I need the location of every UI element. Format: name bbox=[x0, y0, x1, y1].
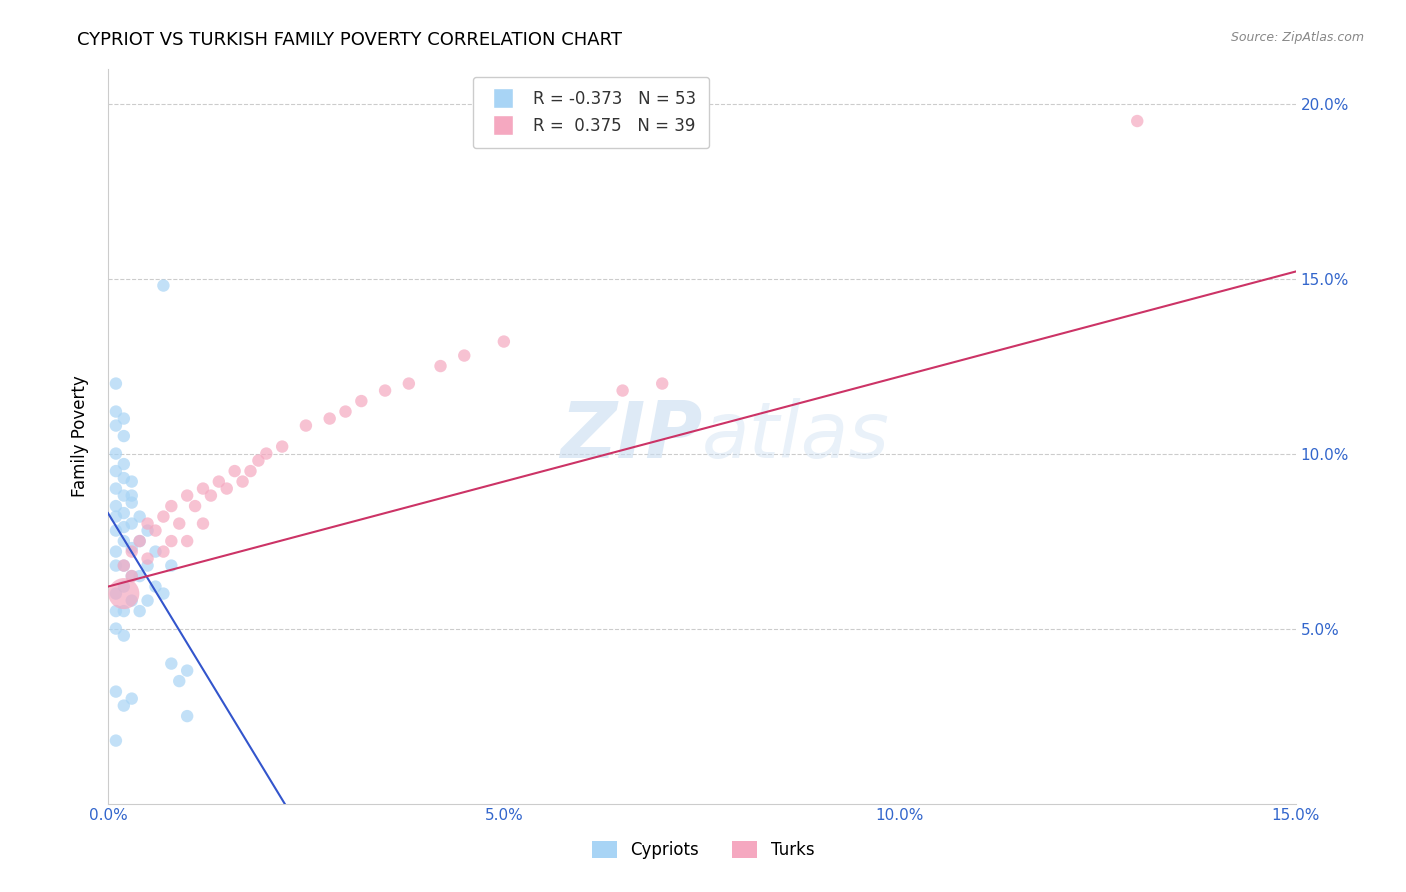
Point bbox=[104, 376, 127, 391]
Text: atlas: atlas bbox=[702, 398, 890, 474]
Point bbox=[160, 558, 183, 573]
Point bbox=[271, 440, 294, 454]
Point bbox=[104, 464, 127, 478]
Point bbox=[1126, 114, 1149, 128]
Point bbox=[160, 499, 183, 513]
Point bbox=[191, 482, 214, 496]
Point bbox=[247, 453, 270, 467]
Point bbox=[176, 534, 198, 549]
Point bbox=[224, 464, 246, 478]
Point bbox=[104, 586, 127, 600]
Point bbox=[136, 593, 159, 607]
Point bbox=[104, 499, 127, 513]
Point bbox=[112, 411, 135, 425]
Point bbox=[492, 334, 515, 349]
Point bbox=[104, 509, 127, 524]
Point bbox=[121, 475, 143, 489]
Point bbox=[429, 359, 451, 373]
Point bbox=[112, 489, 135, 503]
Point bbox=[128, 569, 150, 583]
Point bbox=[112, 558, 135, 573]
Point bbox=[112, 471, 135, 485]
Point bbox=[145, 524, 167, 538]
Point bbox=[128, 604, 150, 618]
Point bbox=[104, 733, 127, 747]
Point bbox=[152, 586, 174, 600]
Point bbox=[121, 544, 143, 558]
Point bbox=[121, 593, 143, 607]
Point bbox=[136, 558, 159, 573]
Point bbox=[112, 534, 135, 549]
Point bbox=[112, 506, 135, 520]
Point bbox=[453, 349, 475, 363]
Point bbox=[176, 489, 198, 503]
Point bbox=[200, 489, 222, 503]
Point bbox=[191, 516, 214, 531]
Point bbox=[104, 482, 127, 496]
Point bbox=[176, 709, 198, 723]
Point bbox=[104, 404, 127, 418]
Point bbox=[121, 489, 143, 503]
Text: ZIP: ZIP bbox=[560, 398, 702, 474]
Point bbox=[104, 684, 127, 698]
Point bbox=[160, 534, 183, 549]
Point bbox=[112, 429, 135, 443]
Point bbox=[128, 534, 150, 549]
Point bbox=[176, 664, 198, 678]
Point bbox=[254, 446, 277, 460]
Point bbox=[112, 698, 135, 713]
Point bbox=[121, 569, 143, 583]
Point bbox=[651, 376, 673, 391]
Point bbox=[112, 586, 135, 600]
Y-axis label: Family Poverty: Family Poverty bbox=[72, 376, 89, 497]
Point bbox=[167, 516, 190, 531]
Point bbox=[104, 446, 127, 460]
Point bbox=[136, 516, 159, 531]
Point bbox=[128, 534, 150, 549]
Point bbox=[112, 520, 135, 534]
Point bbox=[152, 544, 174, 558]
Point bbox=[128, 509, 150, 524]
Point bbox=[121, 691, 143, 706]
Legend: Cypriots, Turks: Cypriots, Turks bbox=[585, 834, 821, 866]
Point bbox=[112, 580, 135, 594]
Text: Source: ZipAtlas.com: Source: ZipAtlas.com bbox=[1230, 31, 1364, 45]
Point bbox=[215, 482, 238, 496]
Point bbox=[184, 499, 207, 513]
Point bbox=[121, 495, 143, 509]
Point bbox=[112, 558, 135, 573]
Point bbox=[350, 394, 373, 409]
Point bbox=[104, 604, 127, 618]
Point bbox=[145, 580, 167, 594]
Point bbox=[318, 411, 340, 425]
Point bbox=[152, 509, 174, 524]
Point bbox=[104, 544, 127, 558]
Point bbox=[136, 524, 159, 538]
Text: CYPRIOT VS TURKISH FAMILY POVERTY CORRELATION CHART: CYPRIOT VS TURKISH FAMILY POVERTY CORREL… bbox=[77, 31, 623, 49]
Point bbox=[398, 376, 420, 391]
Point bbox=[136, 551, 159, 566]
Point bbox=[335, 404, 357, 418]
Legend: R = -0.373   N = 53, R =  0.375   N = 39: R = -0.373 N = 53, R = 0.375 N = 39 bbox=[472, 77, 709, 148]
Point bbox=[160, 657, 183, 671]
Point bbox=[112, 604, 135, 618]
Point bbox=[152, 278, 174, 293]
Point bbox=[374, 384, 396, 398]
Point bbox=[232, 475, 254, 489]
Point bbox=[121, 541, 143, 555]
Point bbox=[104, 558, 127, 573]
Point bbox=[112, 457, 135, 471]
Point bbox=[612, 384, 634, 398]
Point bbox=[104, 524, 127, 538]
Point bbox=[112, 629, 135, 643]
Point bbox=[295, 418, 318, 433]
Point bbox=[239, 464, 262, 478]
Point bbox=[104, 622, 127, 636]
Point bbox=[104, 418, 127, 433]
Point bbox=[121, 516, 143, 531]
Point bbox=[208, 475, 231, 489]
Point bbox=[121, 569, 143, 583]
Point bbox=[167, 674, 190, 689]
Point bbox=[145, 544, 167, 558]
